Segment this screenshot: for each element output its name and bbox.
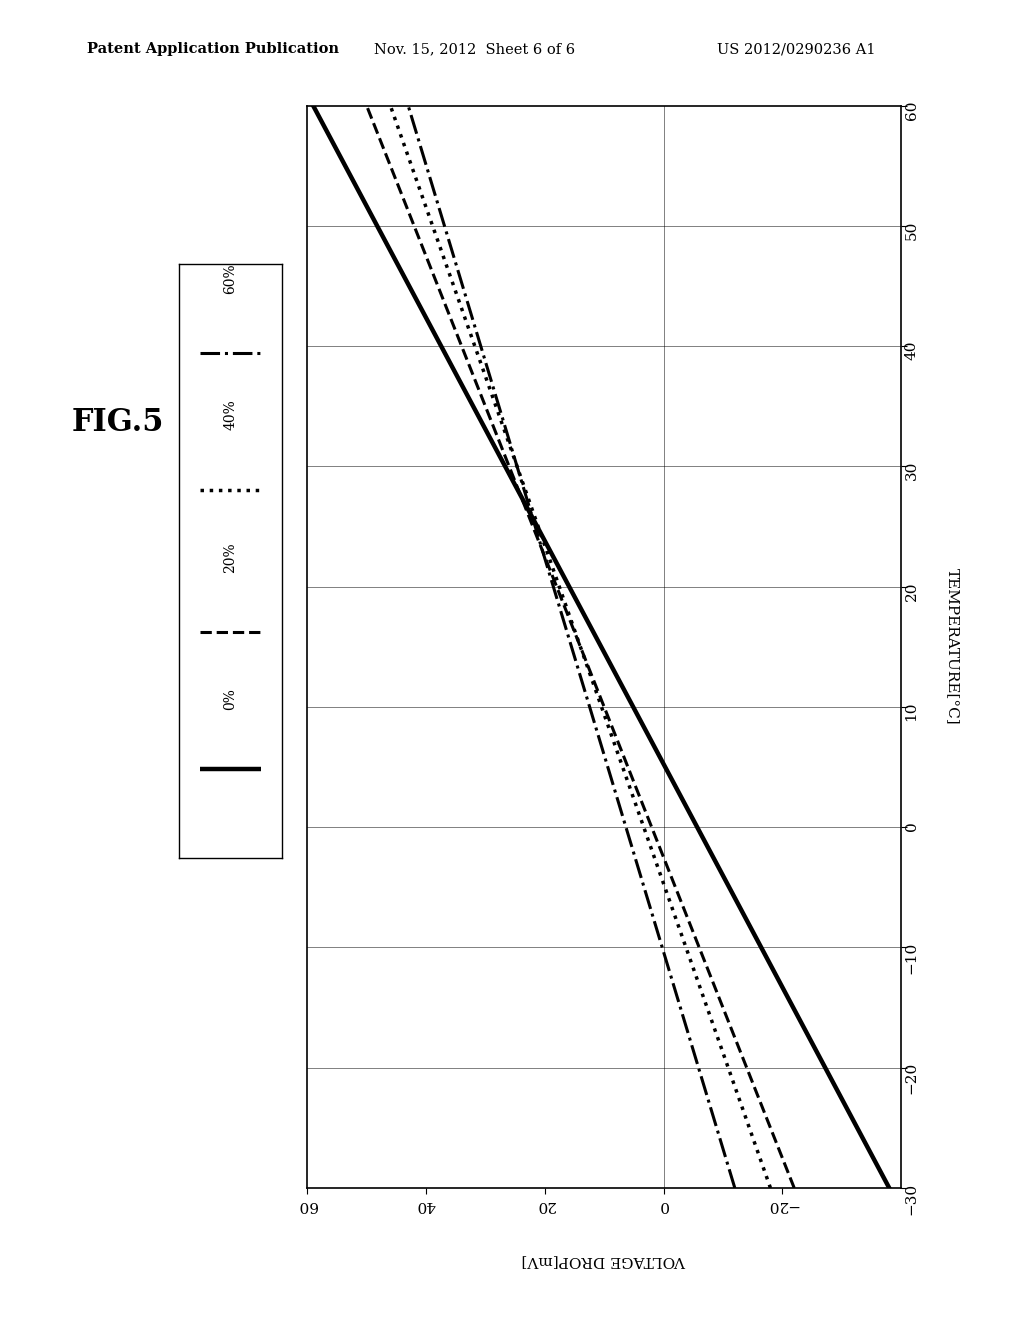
Text: 0%: 0% [223,688,238,710]
Text: Patent Application Publication: Patent Application Publication [87,42,339,57]
Text: FIG.5: FIG.5 [72,407,164,438]
X-axis label: VOLTAGE DROP[mV]: VOLTAGE DROP[mV] [522,1254,686,1269]
Y-axis label: TEMPERATURE[°C]: TEMPERATURE[°C] [946,569,961,725]
Text: 20%: 20% [223,543,238,573]
Text: 60%: 60% [223,263,238,294]
Text: 40%: 40% [223,400,238,430]
Text: Nov. 15, 2012  Sheet 6 of 6: Nov. 15, 2012 Sheet 6 of 6 [374,42,574,57]
Text: US 2012/0290236 A1: US 2012/0290236 A1 [717,42,876,57]
